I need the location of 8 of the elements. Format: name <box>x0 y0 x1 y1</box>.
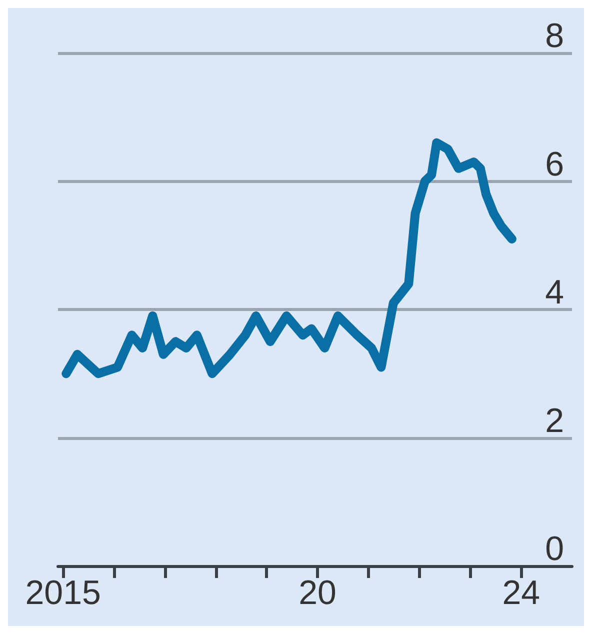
y-tick-label: 4 <box>545 274 564 312</box>
y-tick-label: 0 <box>545 530 564 568</box>
y-tick-label: 2 <box>545 402 564 440</box>
x-tick-label: 20 <box>298 574 336 612</box>
y-tick-label: 8 <box>545 17 564 55</box>
x-tick-label: 2015 <box>25 574 101 612</box>
y-tick-label: 6 <box>545 145 564 184</box>
x-tick-label: 24 <box>502 574 540 612</box>
